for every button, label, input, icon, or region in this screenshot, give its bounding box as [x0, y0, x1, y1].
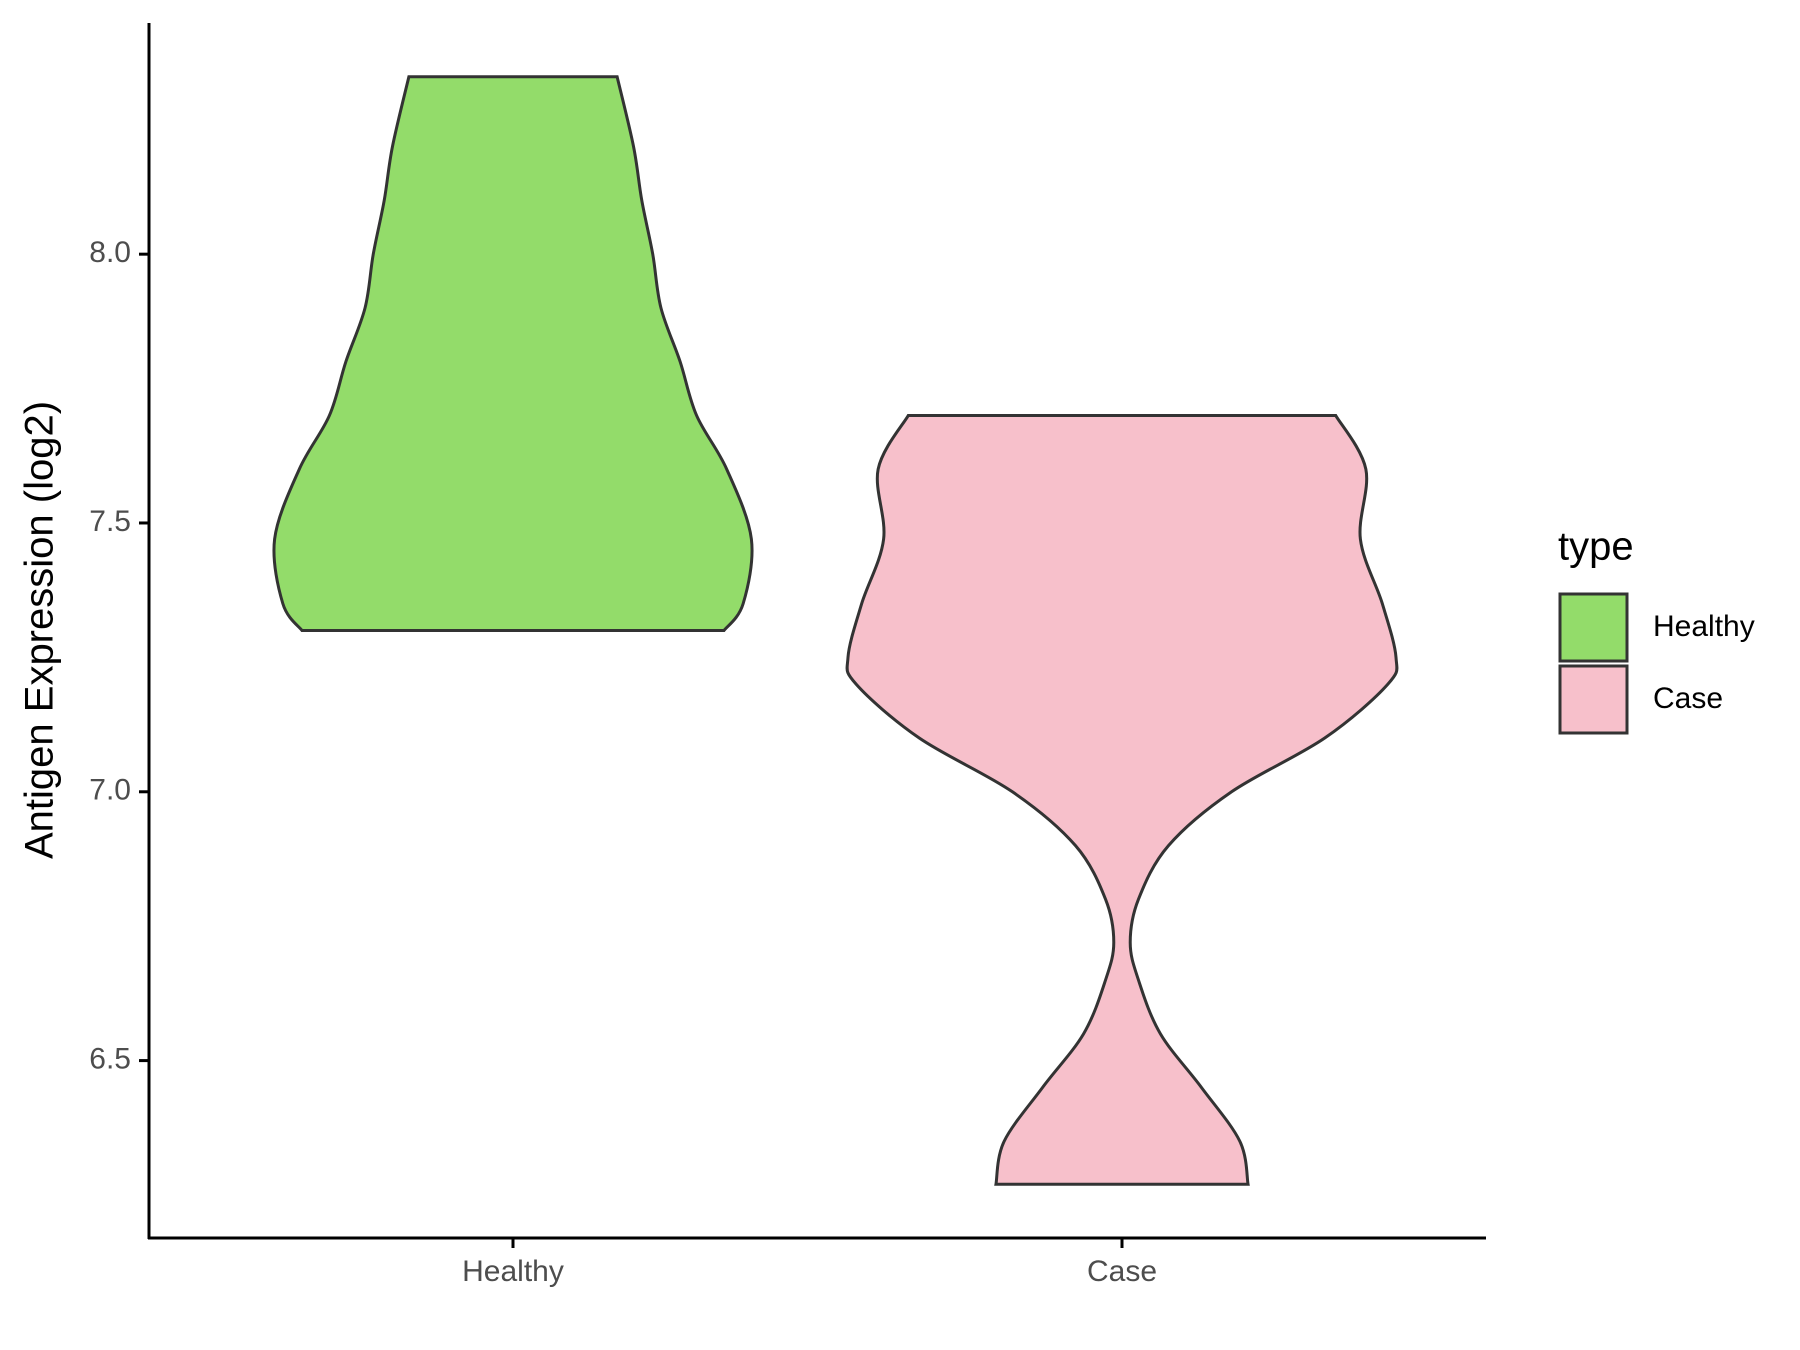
legend-title: type — [1558, 525, 1634, 569]
y-axis-title: Antigen Expression (log2) — [18, 401, 62, 859]
y-tick-label: 8.0 — [89, 236, 131, 269]
violin — [845, 413, 1399, 1186]
legend-key — [1558, 664, 1629, 735]
violin — [272, 75, 754, 632]
legend-key — [1558, 592, 1629, 663]
y-tick-label: 6.5 — [89, 1043, 131, 1076]
x-tick-label: Healthy — [462, 1255, 564, 1288]
x-tick-label: Case — [1087, 1255, 1157, 1288]
y-tick-label: 7.5 — [89, 505, 131, 538]
legend-label: Case — [1653, 682, 1723, 715]
legend-label: Healthy — [1653, 610, 1755, 643]
y-tick-label: 7.0 — [89, 774, 131, 807]
